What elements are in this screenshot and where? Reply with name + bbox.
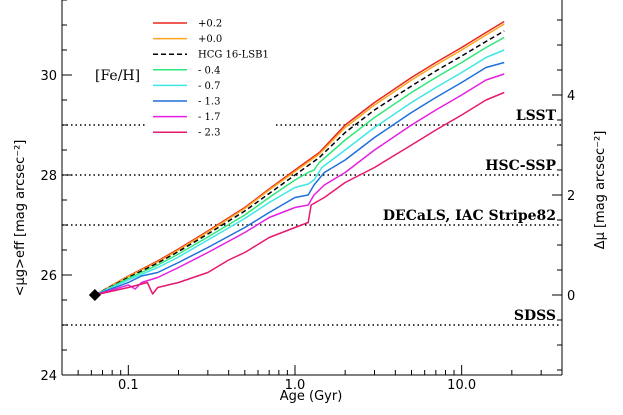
legend-label-6: - 1.7 [198,112,220,123]
survey-label-1: HSC-SSP [485,158,556,174]
x-tick-label-2: 10.0 [447,378,476,393]
legend-label-2: HCG 16-LSB1 [198,50,269,61]
survey-label-0: LSST [516,108,557,124]
survey-label-2: DECaLS, IAC Stripe82 [383,208,556,224]
right-tick-label-0: 0 [567,289,575,304]
series-line-2 [94,30,505,296]
x-tick-label-1: 1.0 [285,378,306,393]
legend-label-7: - 2.3 [198,128,220,139]
series-line-4 [94,49,505,296]
x-axis-label: Age (Gyr) [280,389,343,404]
series-line-5 [94,61,505,296]
series-line-3 [94,36,505,296]
right-tick-label-2: 4 [567,89,575,104]
legend-label-1: +0.0 [198,34,222,45]
legend-label-5: - 1.3 [198,97,220,108]
start-point-marker [88,289,101,301]
series-line-0 [94,20,505,296]
series-line-1 [94,23,505,296]
x-tick-label-0: 0.1 [118,378,139,393]
legend-background [145,12,272,140]
right-axis-label: Δμ [mag arcsec⁻²] [593,131,608,250]
y-tick-label-0: 24 [40,369,57,384]
y-axis-label: <μg>eff [mag arcsec⁻²] [13,140,28,297]
series-lines [94,20,505,296]
start-marker [88,289,101,301]
legend-label-3: - 0.4 [198,65,220,76]
series-line-7 [94,91,505,296]
legend-label-4: - 0.7 [198,81,220,92]
survey-label-3: SDSS [514,308,556,324]
survey-limits: LSST HSC-SSP DECaLS, IAC Stripe82 SDSS [62,108,562,326]
right-tick-label-1: 2 [567,189,575,204]
y-tick-label-1: 26 [40,269,57,284]
series-line-6 [94,73,505,296]
y-tick-label-2: 28 [40,169,57,184]
legend: +0.2 +0.0 HCG 16-LSB1 - 0.4 - 0.7 - 1.3 - 1.7 -… [153,19,269,139]
y-tick-label-3: 30 [40,69,57,84]
legend-title: [Fe/H] [95,68,140,84]
legend-label-0: +0.2 [198,19,222,30]
